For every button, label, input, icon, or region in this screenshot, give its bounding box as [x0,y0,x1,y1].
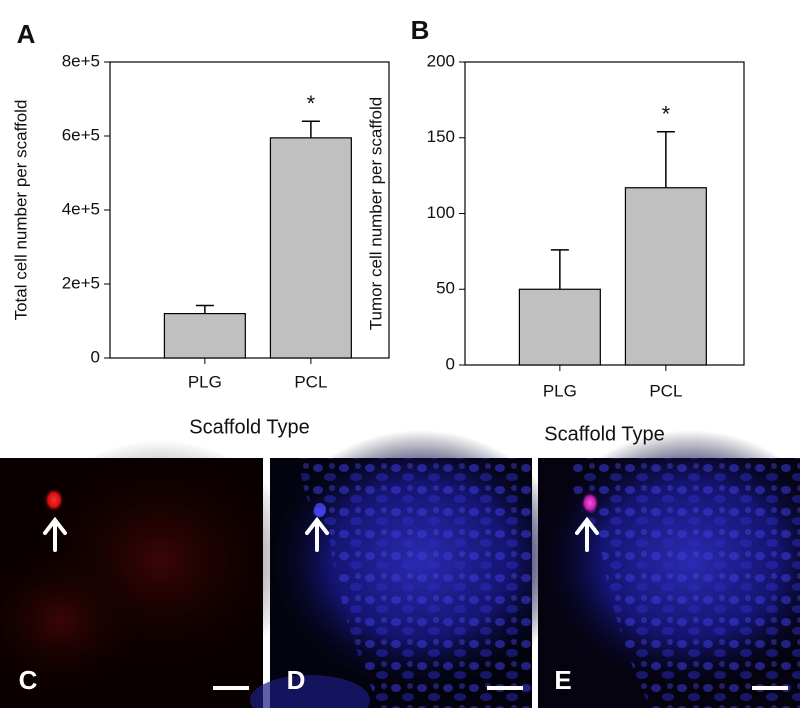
x-tick-label: PLG [188,372,222,391]
panel-label: A [17,19,36,49]
error-bar [656,130,675,188]
y-tick-label: 50 [436,279,455,298]
arrow [43,516,67,552]
panel-label: B [411,15,430,45]
y-tick-label: 0 [91,347,100,366]
y-tick-label: 100 [427,203,455,222]
x-axis-title: Scaffold Type [189,416,309,438]
significance-marker: * [307,91,316,116]
scale-bar [752,686,788,690]
image-c [0,440,300,708]
image-e [538,430,800,708]
scale-bar [213,686,249,690]
bar [163,313,246,359]
bar-chart: A 0 2e+5 4e+5 6e+5 8e+5 PLG PCL * Scaffold Type To… [11,19,390,438]
y-tick-label: 8e+5 [62,51,100,70]
error-bar [550,249,569,290]
y-tick-label: 4e+5 [62,199,100,218]
y-tick-label: 150 [427,127,455,146]
micrographs: C D E [0,430,800,708]
y-tick-label: 6e+5 [62,125,100,144]
bar [624,187,707,366]
scale-bar [487,686,523,690]
bar [269,137,352,359]
y-tick-label: 200 [427,51,455,70]
y-tick-label: 2e+5 [62,273,100,292]
image-d [250,430,570,708]
x-tick-label: PCL [649,381,682,400]
panel-label: C [19,665,38,695]
y-tick-label: 0 [446,354,455,373]
annotations [43,516,788,690]
significance-marker: * [662,102,671,127]
x-tick-label: PCL [294,372,327,391]
bar [518,288,601,366]
error-bar [301,120,320,138]
panel-label: E [554,665,571,695]
panel-label: D [287,665,306,695]
x-tick-label: PLG [543,381,577,400]
arrow [575,516,599,552]
charts: A 0 2e+5 4e+5 6e+5 8e+5 PLG PCL * Scaffold Type To… [11,15,745,445]
y-axis-title: Total cell number per scaffold [11,100,30,321]
arrow [305,516,329,552]
error-bar [195,304,214,314]
y-axis-title: Tumor cell number per scaffold [366,97,385,330]
